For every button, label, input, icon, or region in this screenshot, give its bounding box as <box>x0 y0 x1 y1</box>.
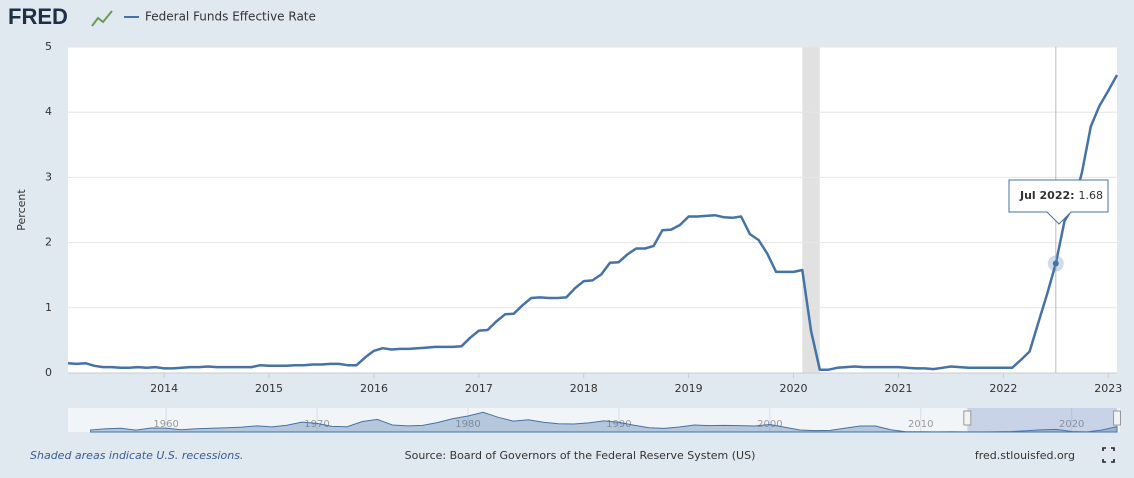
tooltip-box <box>1008 179 1109 225</box>
tooltip-value: 1.68 <box>1079 189 1104 202</box>
source: Source: Board of Governors of the Federa… <box>405 449 756 462</box>
fullscreen-icon[interactable] <box>1102 447 1115 463</box>
x-tick-label: 2022 <box>989 382 1017 395</box>
navigator-tick-label: 1970 <box>304 419 329 430</box>
navigator-bg <box>68 408 1120 432</box>
recession-band <box>802 47 820 373</box>
recession-note: Shaded areas indicate U.S. recessions. <box>30 449 243 462</box>
y-tick-label: 4 <box>45 105 52 118</box>
x-tick-label: 2023 <box>1094 382 1122 395</box>
navigator-tick-label: 1980 <box>455 419 480 430</box>
y-tick-label: 5 <box>45 40 52 53</box>
navigator-tick-label: 2020 <box>1059 419 1084 430</box>
x-tick-label: 2014 <box>150 382 178 395</box>
navigator-tick-label: 2010 <box>908 419 933 430</box>
x-tick-label: 2021 <box>884 382 912 395</box>
x-tick-label: 2018 <box>570 382 598 395</box>
y-tick-label: 2 <box>45 236 52 249</box>
navigator-handle[interactable] <box>1113 410 1121 426</box>
legend-label: Federal Funds Effective Rate <box>145 10 316 24</box>
tooltip-label: Jul 2022: <box>1019 189 1075 202</box>
y-tick-label: 1 <box>45 301 52 314</box>
navigator-selection <box>967 408 1117 432</box>
y-tick-label: 3 <box>45 170 52 183</box>
navigator-handle[interactable] <box>963 410 972 426</box>
logo: FRED <box>8 4 68 29</box>
site[interactable]: fred.stlouisfed.org <box>975 449 1075 462</box>
x-tick-label: 2015 <box>255 382 283 395</box>
logo-icon <box>91 10 113 27</box>
y-tick-label: 0 <box>45 366 52 379</box>
hover-point-core <box>1052 260 1059 267</box>
x-tick-label: 2016 <box>360 382 388 395</box>
plot-area <box>68 47 1117 373</box>
navigator-tick-label: 1960 <box>153 419 178 430</box>
x-tick-label: 2019 <box>675 382 703 395</box>
x-tick-label: 2020 <box>780 382 808 395</box>
line-series <box>67 74 1119 371</box>
navigator-tick-label: 1990 <box>606 419 631 430</box>
navigator-area <box>90 411 1118 433</box>
x-tick-label: 2017 <box>465 382 493 395</box>
y-axis-label: Percent <box>15 189 28 231</box>
